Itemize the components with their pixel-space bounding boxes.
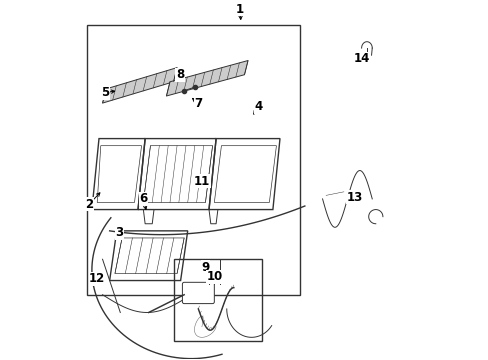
- Text: 6: 6: [139, 192, 147, 206]
- Text: 7: 7: [194, 96, 202, 109]
- Text: 3: 3: [115, 226, 123, 239]
- Text: 9: 9: [201, 261, 209, 274]
- Text: 10: 10: [206, 270, 222, 283]
- Polygon shape: [102, 68, 177, 103]
- Text: 14: 14: [353, 52, 369, 65]
- FancyBboxPatch shape: [182, 282, 214, 303]
- Text: 13: 13: [346, 191, 362, 204]
- Text: 12: 12: [89, 272, 105, 285]
- Text: 8: 8: [175, 68, 183, 81]
- Text: 2: 2: [85, 198, 93, 211]
- Text: 1: 1: [236, 3, 244, 15]
- Polygon shape: [166, 60, 247, 96]
- Text: 11: 11: [193, 175, 210, 188]
- Text: 5: 5: [101, 86, 109, 99]
- Text: 4: 4: [254, 100, 262, 113]
